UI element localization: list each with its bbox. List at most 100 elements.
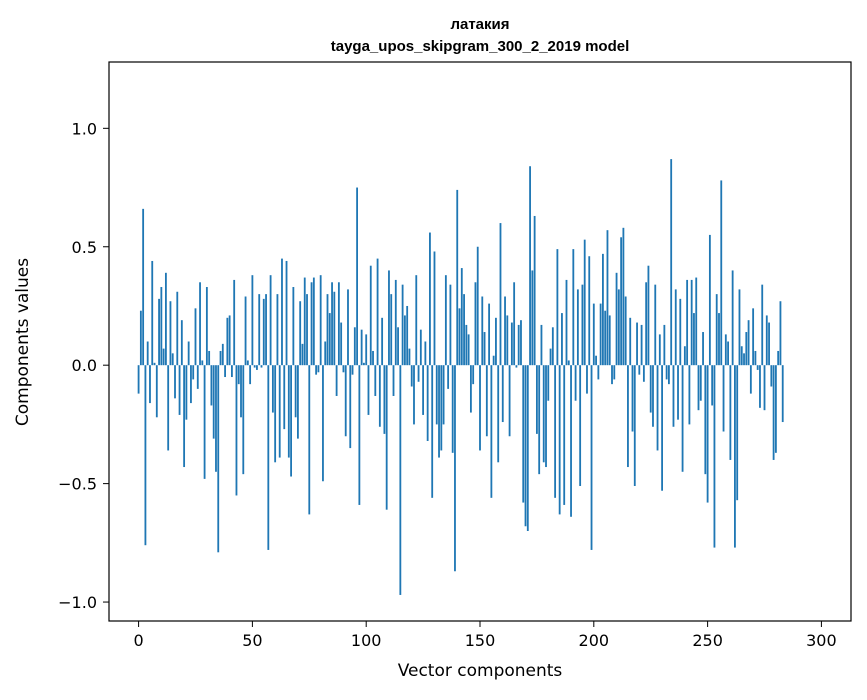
bar	[588, 256, 591, 366]
bar	[278, 365, 281, 458]
bar	[385, 365, 388, 510]
bar	[269, 275, 272, 366]
bar	[579, 365, 582, 486]
bar	[533, 215, 536, 366]
bar	[231, 365, 233, 378]
bar	[718, 313, 720, 366]
bar	[440, 365, 443, 451]
bar	[297, 365, 299, 439]
y-tick-label: 0.5	[72, 238, 97, 257]
bar	[649, 365, 652, 413]
bar	[617, 289, 620, 366]
bar	[592, 303, 595, 366]
bar	[351, 365, 354, 375]
bar	[465, 324, 468, 366]
bar	[224, 365, 226, 378]
bar	[267, 365, 270, 550]
bar	[517, 324, 520, 366]
bar	[704, 365, 707, 475]
bar	[681, 365, 684, 472]
x-tick-label: 200	[579, 631, 610, 650]
bar	[558, 365, 561, 515]
bar	[485, 365, 488, 437]
x-tick-label: 0	[133, 631, 143, 650]
bar	[199, 282, 201, 366]
bar	[256, 365, 258, 370]
bar	[765, 315, 768, 366]
bar	[394, 279, 397, 366]
bar	[392, 365, 395, 396]
bar	[602, 253, 604, 366]
bar	[467, 334, 470, 366]
bar	[615, 272, 618, 366]
bar	[451, 365, 454, 453]
bar	[497, 365, 500, 463]
bar	[620, 237, 623, 366]
bar	[246, 360, 249, 366]
bar	[226, 317, 229, 366]
bar	[326, 294, 329, 366]
bar	[510, 322, 513, 366]
bar	[752, 308, 755, 366]
bar	[219, 350, 222, 366]
bar	[743, 353, 745, 366]
bar	[274, 365, 277, 463]
bar	[435, 365, 438, 425]
bar	[328, 313, 331, 366]
bar	[658, 334, 661, 366]
bar	[549, 348, 552, 366]
bar	[187, 341, 190, 366]
bar	[203, 365, 206, 479]
bar	[178, 365, 181, 415]
bar	[290, 365, 292, 477]
bar	[337, 282, 340, 366]
bar	[424, 341, 427, 366]
bar	[520, 320, 522, 366]
bar	[344, 365, 347, 437]
bar	[608, 315, 611, 366]
bar	[456, 189, 459, 366]
bar	[167, 365, 170, 451]
bar	[488, 303, 491, 366]
bar	[636, 322, 638, 366]
bar	[292, 287, 295, 366]
chart-subtitle: tayga_upos_skipgram_300_2_2019 model	[331, 38, 630, 55]
bar	[613, 365, 616, 380]
bar	[139, 310, 142, 366]
bar	[736, 365, 739, 501]
bar	[319, 275, 322, 366]
bar	[164, 272, 167, 366]
bar	[551, 327, 554, 366]
bar	[251, 275, 254, 366]
bar	[349, 365, 352, 449]
bar	[513, 282, 516, 366]
bar	[745, 332, 748, 366]
bar	[663, 324, 666, 366]
bar	[522, 365, 525, 503]
bar	[531, 270, 534, 366]
bar	[583, 239, 586, 366]
bar	[356, 187, 358, 366]
bar	[422, 365, 425, 415]
bar	[303, 277, 306, 366]
bar	[627, 365, 629, 468]
bar	[469, 365, 472, 413]
bar	[772, 365, 775, 460]
bar	[444, 275, 447, 366]
bar	[599, 303, 602, 366]
bar	[638, 365, 641, 375]
bar	[235, 365, 238, 496]
bar	[581, 284, 584, 366]
bar	[526, 365, 529, 531]
bar	[490, 365, 493, 498]
bar	[631, 365, 634, 432]
bar	[253, 365, 256, 368]
bar	[142, 208, 145, 366]
y-axis-label: Components values	[13, 258, 33, 426]
bar	[734, 365, 736, 548]
bar	[258, 294, 261, 366]
bar	[774, 365, 777, 453]
bar	[576, 289, 579, 366]
bar	[524, 365, 527, 527]
